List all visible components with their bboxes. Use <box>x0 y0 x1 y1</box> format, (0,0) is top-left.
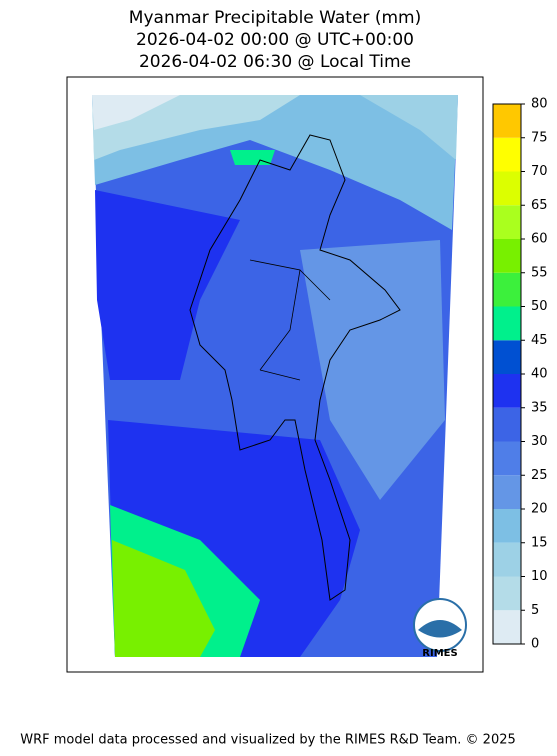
colorbar-tick-label: 50 <box>531 299 548 314</box>
colorbar-segment <box>493 374 521 408</box>
title-line: 2026-04-02 06:30 @ Local Time <box>139 52 411 72</box>
map: RIMES <box>66 76 484 673</box>
field-ne <box>360 95 458 160</box>
colorbar-segment <box>493 239 521 273</box>
colorbar-tick-label: 30 <box>531 434 548 449</box>
colorbar-tick-label: 70 <box>531 164 548 179</box>
logo-wave <box>418 620 462 638</box>
colorbar-segment <box>493 340 521 374</box>
colorbar-tick-label: 5 <box>531 603 539 618</box>
region-border <box>249 259 331 381</box>
colorbar-segment <box>493 272 521 307</box>
field-corner <box>92 95 180 130</box>
field-east <box>300 240 445 500</box>
colorbar-tick-label: 55 <box>531 265 548 280</box>
colorbar-tick-label: 10 <box>531 569 548 584</box>
colorbar: 0 5 10 15 20 25 30 35 40 45 50 55 60 65 70 75 80 <box>492 97 548 652</box>
colorbar-tick-label: 20 <box>531 502 548 517</box>
colorbar-segment <box>493 475 521 509</box>
colorbar-tick-label: 15 <box>531 535 548 550</box>
title-line: 2026-04-02 00:00 @ UTC+00:00 <box>136 30 414 50</box>
colorbar-segment <box>493 137 521 172</box>
logo-text: RIMES <box>422 648 457 659</box>
colorbar-tick-label: 75 <box>531 130 548 145</box>
colorbar-tick-label: 60 <box>531 232 548 247</box>
colorbar-segment <box>493 306 521 341</box>
colorbar-tick-label: 40 <box>531 367 548 382</box>
country-border <box>189 134 401 601</box>
colorbar-segment <box>493 407 521 442</box>
colorbar-segment <box>493 104 521 138</box>
title-line: Myanmar Precipitable Water (mm) <box>129 8 421 28</box>
colorbar-segment <box>493 610 521 644</box>
colorbar-segment <box>493 205 521 239</box>
colorbar-segment <box>493 509 521 543</box>
colorbar-segment <box>493 171 521 206</box>
colorbar-segment <box>493 576 521 611</box>
colorbar-segment <box>493 542 521 577</box>
field-sw-core <box>112 540 215 657</box>
colorbar-tick-label: 65 <box>531 198 548 213</box>
colorbar-segment <box>493 441 521 476</box>
colorbar-tick-label: 35 <box>531 400 548 415</box>
field-west <box>95 190 240 380</box>
colorbar-tick-label: 80 <box>531 97 548 112</box>
colorbar-tick-label: 0 <box>531 637 539 652</box>
footer: WRF model data processed and visualized … <box>20 733 516 748</box>
colorbar-tick-label: 45 <box>531 333 548 348</box>
colorbar-tick-label: 25 <box>531 468 548 483</box>
